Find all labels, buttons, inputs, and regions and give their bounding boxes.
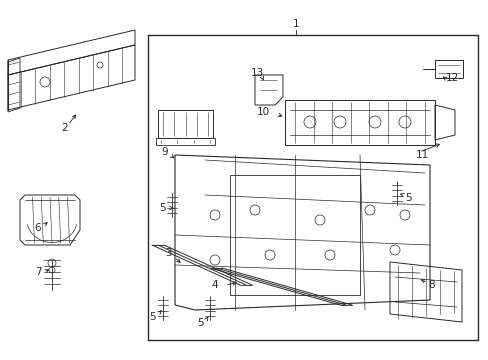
Text: 8: 8: [428, 280, 434, 290]
Text: 12: 12: [445, 73, 458, 83]
Text: 4: 4: [211, 280, 218, 290]
Text: 3: 3: [164, 248, 171, 258]
Text: 2: 2: [61, 123, 68, 133]
Text: 9: 9: [162, 147, 168, 157]
Text: 5: 5: [404, 193, 410, 203]
Text: 10: 10: [256, 107, 269, 117]
Text: 5: 5: [196, 318, 203, 328]
Text: 6: 6: [35, 223, 41, 233]
Text: 5: 5: [149, 312, 156, 322]
Text: 5: 5: [160, 203, 166, 213]
Text: 11: 11: [414, 150, 428, 160]
Text: 1: 1: [292, 19, 299, 29]
Text: 13: 13: [250, 68, 263, 78]
Text: 7: 7: [35, 267, 41, 277]
